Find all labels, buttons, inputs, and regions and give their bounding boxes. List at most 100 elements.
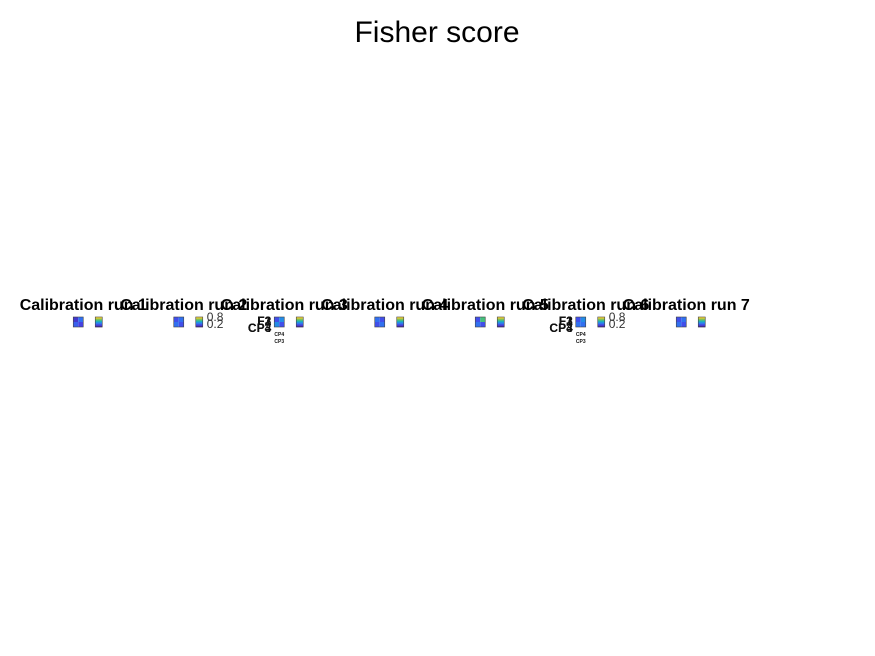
colorbar-segment: [195, 319, 203, 321]
column-label: CP4: [274, 332, 284, 338]
colorbar-segment: [497, 317, 505, 319]
row-label: CP3: [549, 321, 573, 335]
colorbar-segment: [396, 323, 404, 325]
column-label: CP3: [274, 339, 284, 345]
heatmap-cell: [676, 322, 682, 327]
row-label: CP3: [248, 321, 272, 335]
heatmap-cell: [575, 322, 581, 327]
heatmap-cell: [274, 317, 280, 322]
heatmap-cell: [279, 322, 285, 327]
heatmap-cell: [279, 317, 285, 322]
colorbar-segment: [296, 319, 304, 321]
heatmap-frame: [474, 316, 486, 328]
panel-title: Calibration run 1: [20, 297, 147, 314]
panel-title: Calibration run 3: [221, 297, 348, 314]
colorbar-segment: [95, 324, 103, 326]
heatmap-cell: [173, 322, 179, 327]
colorbar-tick-label: 0.2: [207, 317, 224, 331]
colorbar-frame: [597, 316, 606, 328]
colorbar-segment: [597, 322, 605, 324]
row-label: F2: [559, 314, 573, 328]
colorbar-segment: [396, 318, 404, 320]
row-label: CP4: [248, 321, 272, 335]
colorbar-segment: [698, 324, 706, 326]
colorbar-segment: [95, 318, 103, 320]
colorbar-segment: [296, 323, 304, 325]
heatmap-cell: [580, 317, 586, 322]
colorbar-segment: [396, 320, 404, 323]
colorbar-segment: [597, 320, 605, 323]
colorbar-segment: [396, 319, 404, 321]
colorbar-segment: [597, 325, 605, 328]
colorbar-segment: [698, 323, 706, 325]
heatmap-cell: [374, 317, 380, 322]
colorbar-frame: [697, 316, 706, 328]
colorbar-segment: [597, 318, 605, 320]
colorbar-segment: [698, 317, 706, 319]
heatmap-cell: [78, 317, 84, 322]
row-label: F2: [257, 314, 271, 328]
colorbar-segment: [698, 318, 706, 320]
panel-title: Calibration run 2: [120, 297, 247, 314]
colorbar-frame: [94, 316, 103, 328]
row-label: CP4: [549, 321, 573, 335]
heatmap-cell: [178, 317, 184, 322]
colorbar-tick-label: 0.8: [207, 310, 224, 324]
heatmap-cell: [580, 322, 586, 327]
colorbar-segment: [698, 319, 706, 321]
colorbar-segment: [195, 323, 203, 325]
heatmap-panel-2: Calibration run 20.80.2: [120, 297, 247, 331]
row-label: F1: [559, 314, 573, 328]
heatmap-cell: [374, 322, 380, 327]
colorbar-tick-label: 0.8: [609, 310, 626, 324]
heatmap-cell: [73, 317, 79, 322]
heatmap-cell: [78, 322, 84, 327]
column-label: CP4: [576, 332, 586, 338]
panel-title: Calibration run 4: [321, 297, 448, 314]
colorbar-segment: [497, 324, 505, 326]
heatmap-cell: [575, 317, 581, 322]
heatmap-panel-5: Calibration run 5: [422, 297, 549, 328]
colorbar-segment: [195, 320, 203, 323]
colorbar-segment: [195, 324, 203, 326]
heatmap-cell: [178, 322, 184, 327]
colorbar-segment: [497, 318, 505, 320]
colorbar-frame: [195, 316, 204, 328]
heatmap-cell: [475, 317, 481, 322]
colorbar-segment: [195, 318, 203, 320]
figure-title: Fisher score: [354, 16, 519, 49]
colorbar-segment: [296, 322, 304, 324]
colorbar-segment: [698, 325, 706, 328]
colorbar-segment: [497, 319, 505, 321]
heatmap-cell: [676, 317, 682, 322]
row-label: F3: [257, 314, 271, 328]
colorbar-segment: [396, 322, 404, 324]
heatmap-panel-4: Calibration run 4: [321, 297, 448, 328]
panel-title: Calibration run 5: [422, 297, 549, 314]
colorbar-segment: [296, 320, 304, 323]
panel-title: Calibration run 7: [623, 297, 750, 314]
colorbar-segment: [497, 323, 505, 325]
colorbar-frame: [396, 316, 405, 328]
column-label: CP3: [576, 339, 586, 345]
heatmap-cell: [274, 322, 280, 327]
colorbar-segment: [597, 319, 605, 321]
heatmap-frame: [374, 316, 386, 328]
colorbar-segment: [95, 323, 103, 325]
colorbar-frame: [295, 316, 304, 328]
colorbar-segment: [95, 320, 103, 323]
colorbar-segment: [296, 317, 304, 319]
colorbar-segment: [497, 320, 505, 323]
heatmap-frame: [675, 316, 687, 328]
heatmap-cell: [173, 317, 179, 322]
heatmap-cell: [480, 322, 486, 327]
colorbar-segment: [95, 319, 103, 321]
heatmap-cell: [379, 317, 385, 322]
colorbar-segment: [95, 317, 103, 319]
colorbar-segment: [597, 317, 605, 319]
heatmap-cell: [681, 322, 687, 327]
colorbar-segment: [296, 324, 304, 326]
